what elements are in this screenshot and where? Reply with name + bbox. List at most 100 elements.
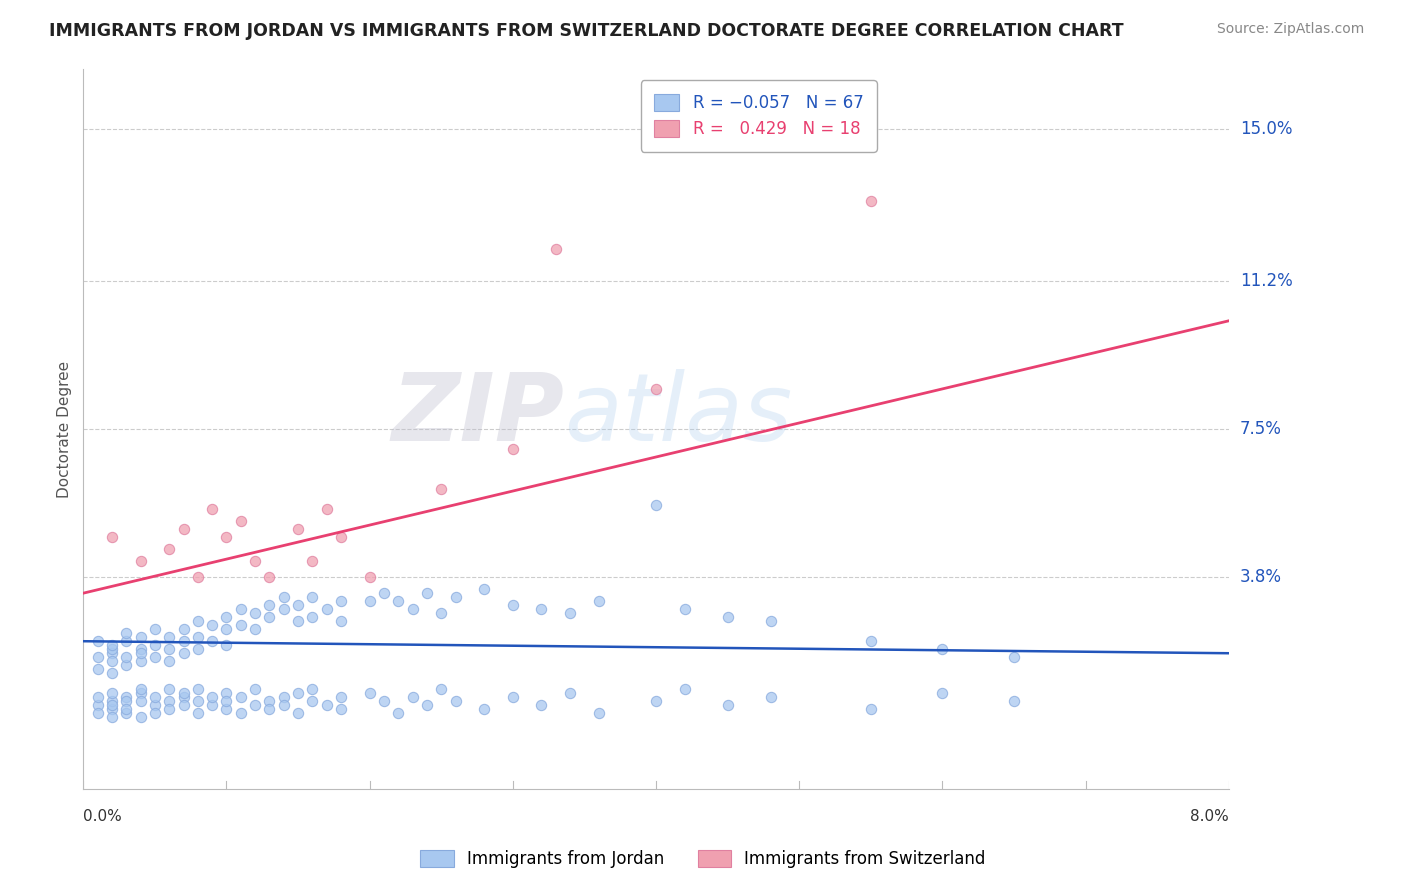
Point <box>301 590 323 604</box>
Point <box>444 590 467 604</box>
Point <box>645 382 668 396</box>
Point <box>416 698 439 713</box>
Text: 0.0%: 0.0% <box>83 809 122 824</box>
Point <box>157 694 180 708</box>
Point <box>86 706 108 721</box>
Point <box>387 594 409 608</box>
Point <box>86 690 108 705</box>
Point <box>157 654 180 668</box>
Point <box>115 626 138 640</box>
Point <box>187 706 209 721</box>
Point <box>759 690 782 705</box>
Point <box>243 622 266 636</box>
Point <box>229 690 252 705</box>
Point <box>859 634 882 648</box>
Point <box>430 482 453 496</box>
Text: 8.0%: 8.0% <box>1189 809 1229 824</box>
Text: ZIP: ZIP <box>391 368 564 460</box>
Point <box>173 622 195 636</box>
Point <box>201 502 224 516</box>
Point <box>287 614 309 628</box>
Point <box>273 698 295 713</box>
Point <box>673 602 696 616</box>
Point <box>259 610 281 624</box>
Text: 3.8%: 3.8% <box>1240 568 1282 586</box>
Text: 7.5%: 7.5% <box>1240 420 1282 438</box>
Point <box>115 650 138 665</box>
Point <box>201 690 224 705</box>
Text: atlas: atlas <box>564 369 793 460</box>
Point <box>359 570 381 584</box>
Point <box>373 586 395 600</box>
Point <box>387 706 409 721</box>
Point <box>315 602 337 616</box>
Point <box>229 706 252 721</box>
Point <box>86 698 108 713</box>
Point <box>430 606 453 620</box>
Point <box>716 698 738 713</box>
Point <box>215 686 238 700</box>
Point <box>502 442 524 456</box>
Point <box>143 706 166 721</box>
Point <box>215 694 238 708</box>
Point <box>143 622 166 636</box>
Point <box>201 634 224 648</box>
Point <box>129 630 152 644</box>
Point <box>215 530 238 544</box>
Point <box>115 634 138 648</box>
Point <box>301 554 323 568</box>
Point <box>101 702 124 716</box>
Point <box>86 650 108 665</box>
Point <box>243 554 266 568</box>
Point <box>101 698 124 713</box>
Point <box>215 622 238 636</box>
Point <box>373 694 395 708</box>
Text: Source: ZipAtlas.com: Source: ZipAtlas.com <box>1216 22 1364 37</box>
Point <box>359 686 381 700</box>
Point <box>101 710 124 724</box>
Point <box>115 694 138 708</box>
Text: 15.0%: 15.0% <box>1240 120 1292 137</box>
Point <box>115 702 138 716</box>
Point <box>201 698 224 713</box>
Point <box>173 686 195 700</box>
Point <box>759 614 782 628</box>
Point <box>129 710 152 724</box>
Point <box>101 654 124 668</box>
Point <box>931 642 953 657</box>
Point <box>287 598 309 612</box>
Point <box>444 694 467 708</box>
Point <box>330 702 353 716</box>
Point <box>673 682 696 697</box>
Point <box>86 634 108 648</box>
Point <box>157 542 180 557</box>
Point <box>129 646 152 660</box>
Point <box>157 682 180 697</box>
Point <box>173 698 195 713</box>
Point <box>201 618 224 632</box>
Point <box>129 554 152 568</box>
Point <box>229 602 252 616</box>
Y-axis label: Doctorate Degree: Doctorate Degree <box>58 360 72 498</box>
Point <box>187 682 209 697</box>
Point <box>129 682 152 697</box>
Point <box>129 694 152 708</box>
Point <box>273 690 295 705</box>
Point <box>544 242 567 256</box>
Point <box>215 638 238 652</box>
Point <box>157 702 180 716</box>
Point <box>301 610 323 624</box>
Legend: R = −0.057   N = 67, R =   0.429   N = 18: R = −0.057 N = 67, R = 0.429 N = 18 <box>641 80 877 152</box>
Point <box>558 606 581 620</box>
Point <box>502 598 524 612</box>
Point <box>129 686 152 700</box>
Point <box>101 666 124 681</box>
Point <box>859 702 882 716</box>
Point <box>931 686 953 700</box>
Point <box>243 698 266 713</box>
Point <box>101 530 124 544</box>
Point <box>115 706 138 721</box>
Point <box>502 690 524 705</box>
Point <box>273 590 295 604</box>
Point <box>472 582 495 596</box>
